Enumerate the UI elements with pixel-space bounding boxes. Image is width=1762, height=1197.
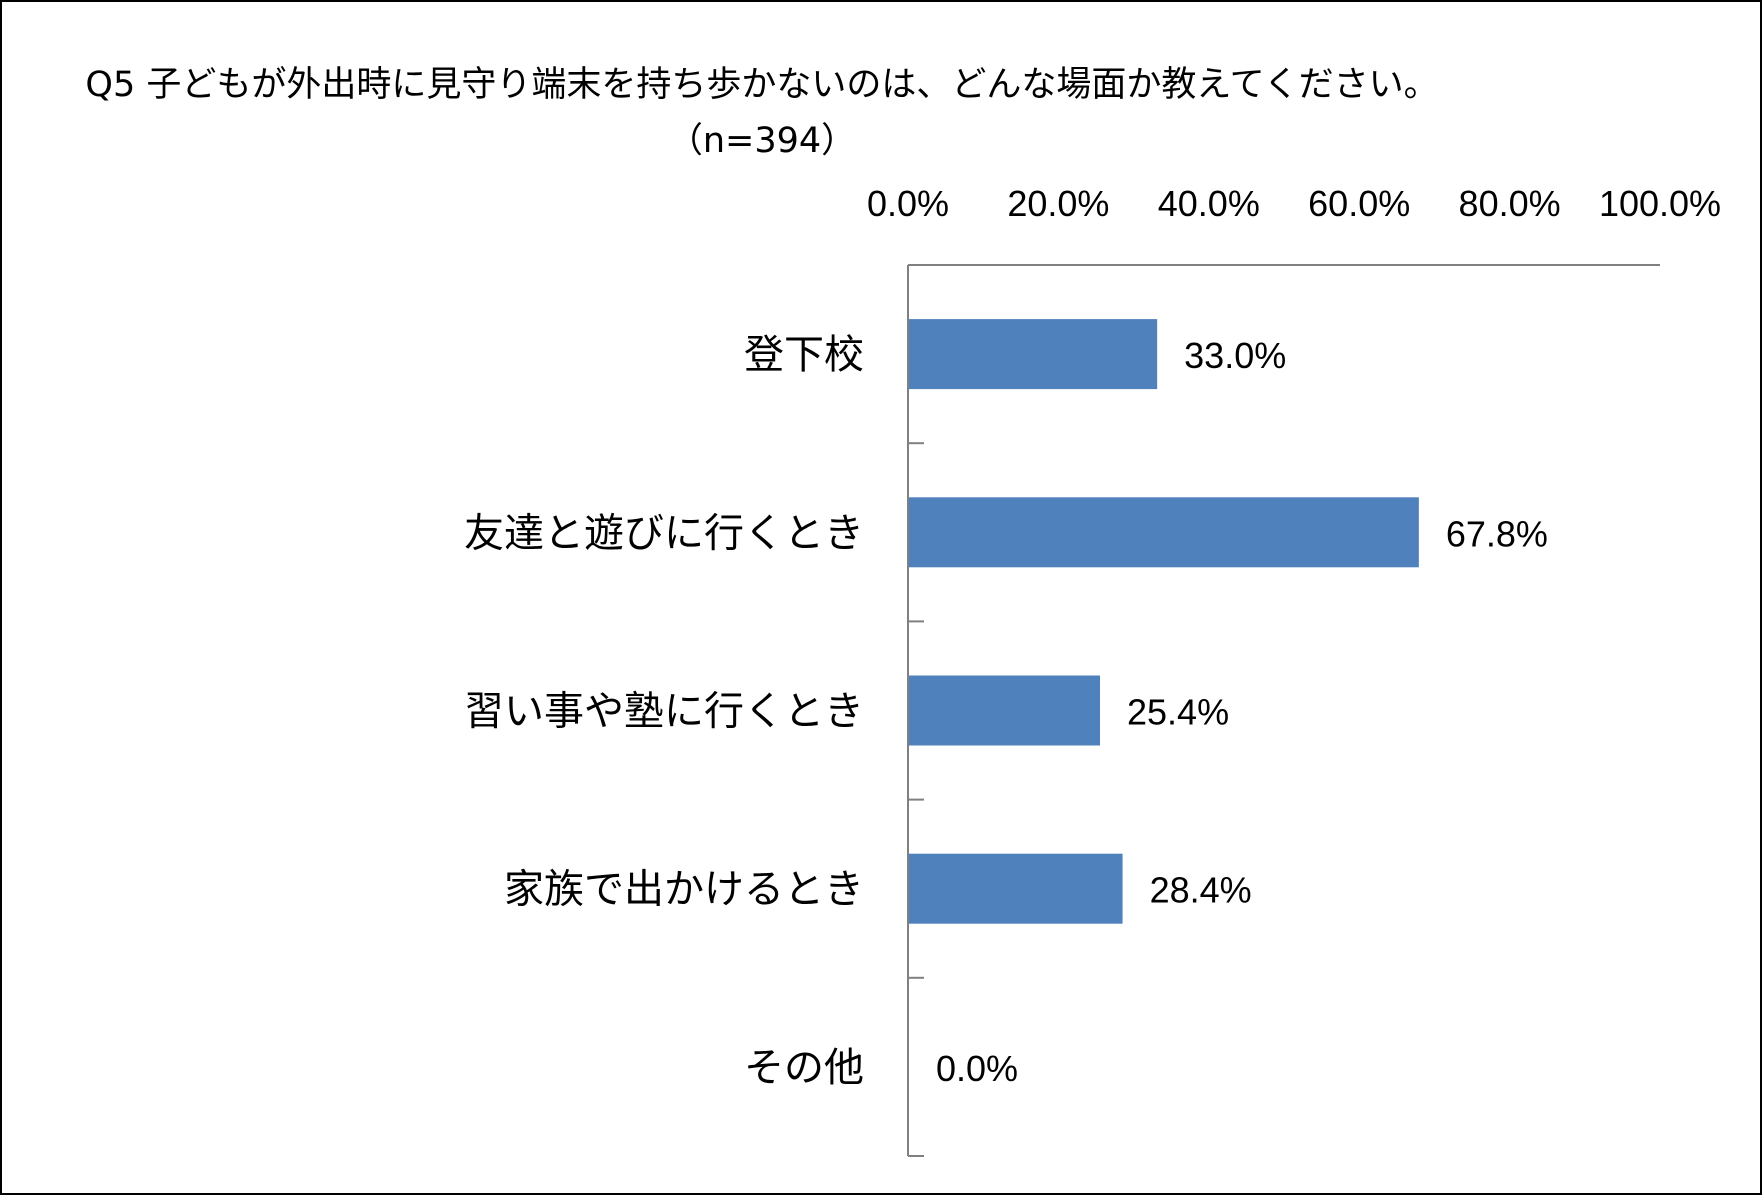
- bar: [909, 319, 1158, 390]
- bar: [909, 497, 1419, 568]
- x-tick-label: 60.0%: [1308, 183, 1410, 224]
- bar: [909, 853, 1123, 924]
- x-tick-label: 40.0%: [1158, 183, 1260, 224]
- x-tick-label: 80.0%: [1459, 183, 1561, 224]
- data-label: 67.8%: [1446, 513, 1548, 554]
- axes-group: [907, 264, 1660, 1157]
- data-label: 0.0%: [936, 1048, 1018, 1089]
- data-label: 33.0%: [1184, 335, 1286, 376]
- data-labels-group: 33.0% 67.8% 25.4% 28.4% 0.0%: [936, 335, 1548, 1089]
- bar: [909, 675, 1101, 746]
- x-tick-label: 100.0%: [1599, 183, 1721, 224]
- category-label: その他: [744, 1045, 864, 1091]
- bars-group: [909, 319, 1419, 924]
- data-label: 28.4%: [1150, 870, 1252, 911]
- chart-title: Q5 子どもが外出時に見守り端末を持ち歩かないのは、どんな場面か教えてください。…: [85, 65, 1439, 161]
- tick-labels-group: 0.0% 20.0% 40.0% 60.0% 80.0% 100.0%: [867, 183, 1721, 224]
- category-label: 家族で出かけるとき: [504, 867, 864, 913]
- data-label: 25.4%: [1127, 692, 1229, 733]
- category-label: 友達と遊びに行くとき: [464, 510, 864, 556]
- x-tick-label: 0.0%: [867, 183, 949, 224]
- category-label: 登下校: [744, 332, 864, 378]
- x-tick-label: 20.0%: [1007, 183, 1109, 224]
- category-label: 習い事や塾に行くとき: [464, 689, 864, 735]
